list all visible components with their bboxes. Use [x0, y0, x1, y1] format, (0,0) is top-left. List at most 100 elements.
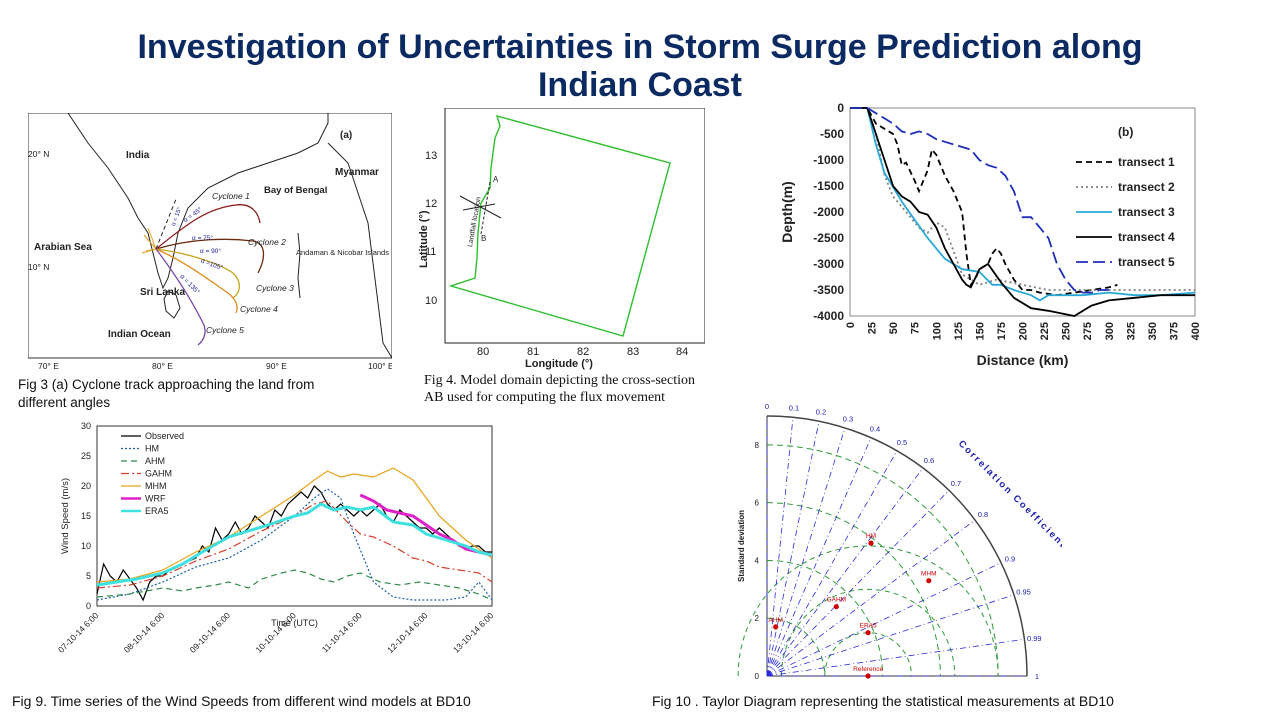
place-bay-of-bengal: Bay of Bengal	[264, 185, 327, 196]
wind-x-tick: 11-10-14 6:00	[320, 610, 364, 654]
depth-y-tick: -1500	[813, 179, 844, 193]
taylor-point-label: AHM	[768, 617, 782, 624]
taylor-point-label: MHM	[921, 571, 937, 578]
depth-chart-panel: 0 -500 -1000 -1500 -2000 -2500 -3000 -3500 -4000…	[772, 100, 1202, 370]
taylor-corr-ray	[766, 467, 924, 677]
taylor-corr-tick: 0.4	[870, 425, 880, 434]
depth-y-tick: -500	[820, 127, 844, 141]
fig3-caption: Fig 3 (a) Cyclone track approaching the …	[18, 377, 315, 410]
taylor-corr-ray	[766, 562, 1002, 677]
taylor-corr-tick: 0	[765, 402, 769, 411]
depth-y-tick: 0	[837, 101, 844, 115]
depth-x-tick: 25	[867, 322, 879, 334]
depth-series-line	[850, 107, 1118, 297]
taylor-corr-ray	[766, 421, 820, 677]
wind-series-line	[96, 488, 493, 601]
depth-legend-label: transect 5	[1118, 255, 1175, 269]
fig10-caption: Fig 10 . Taylor Diagram representing the…	[652, 693, 1114, 709]
depth-y-tick: -1000	[813, 153, 844, 167]
wind-legend-label: AHM	[145, 456, 165, 466]
depth-legend-label: transect 1	[1118, 155, 1175, 169]
wind-x-tick: 10-10-14 6:00	[253, 610, 298, 655]
taylor-corr-ray	[766, 437, 872, 677]
depth-x-tick: 125	[953, 322, 965, 340]
y-tick-13: 13	[425, 150, 437, 162]
depth-y-tick: -2000	[813, 205, 844, 219]
wind-legend-label: WRF	[145, 494, 166, 504]
depth-x-tick: 250	[1061, 322, 1073, 340]
panel-label-a: (a)	[340, 130, 352, 141]
taylor-std-arc	[766, 559, 884, 677]
taylor-corr-ray	[766, 519, 976, 677]
cyclone-5-label: Cyclone 5	[206, 325, 244, 335]
taylor-arc-label: Correlation Coefficient	[956, 438, 1062, 551]
taylor-chart-panel: 0 0.1 0.2 0.3 0.4 0.5 0.6 0.7 0.8 0.9 0.95 0.99 1 0 2 4…	[732, 398, 1069, 688]
taylor-corr-ray	[766, 594, 1015, 677]
wind-series-line	[96, 569, 493, 601]
cyclone-track-map: 20° N 10° N 70° E 80° E 90° E 100° E (a)…	[27, 112, 394, 371]
taylor-corr-tick: 0.8	[978, 510, 988, 519]
taylor-corr-tick: 0.5	[897, 438, 907, 447]
point-b-label: B	[481, 234, 486, 243]
taylor-corr-tick: 0.3	[843, 414, 853, 423]
depth-x-tick: 50	[888, 322, 900, 334]
wind-y-tick: 25	[81, 451, 91, 461]
place-bay-of-bengal-text: Bay of Bengal	[264, 185, 327, 196]
fig4-xlabel: Longitude (°)	[525, 358, 593, 370]
fig4-x-ticks: 80 81 82 83 84	[477, 346, 688, 358]
taylor-corr-ray	[766, 490, 950, 677]
taylor-corr-tick: 0.2	[816, 407, 826, 416]
depth-x-tick: 200	[1018, 322, 1030, 340]
wind-y-tick: 15	[81, 511, 91, 521]
taylor-corr-tick: 1	[1035, 672, 1039, 681]
fig4-ylabel: Latitude (°)	[418, 210, 430, 268]
taylor-corr-tick: 0.99	[1027, 634, 1042, 643]
depth-legend-label: transect 4	[1118, 230, 1175, 244]
taylor-std-tick: 2	[755, 614, 760, 623]
depth-y-tick: -3000	[813, 257, 844, 271]
wind-legend-label: GAHM	[145, 469, 172, 479]
lat-tick-20: 20° N	[28, 149, 49, 159]
wind-xlabel: Time (UTC)	[271, 618, 318, 628]
slide-title: Investigation of Uncertainties in Storm …	[40, 28, 1240, 104]
wind-speed-chart: 0 5 10 15 20 25 30 07-10-14 6:00 08-10-14 6:00 09…	[56, 421, 496, 655]
fig4-y-ticks: 13 12 11 10	[425, 150, 437, 307]
wind-y-tick: 30	[81, 421, 91, 431]
taylor-rms-arc	[737, 545, 999, 677]
depth-x-tick: 375	[1168, 322, 1180, 340]
model-domain-plot: A B Landfall location 13 12 11 10 80 81 …	[418, 107, 706, 370]
cyclone-3-label: Cyclone 3	[256, 283, 294, 293]
depth-series-line	[850, 107, 1196, 302]
wind-ylabel: Wind Speed (m/s)	[60, 478, 71, 554]
cyclone-4-label: Cyclone 4	[240, 304, 278, 314]
taylor-std-tick: 6	[755, 499, 760, 508]
wind-chart-panel: 0 5 10 15 20 25 30 07-10-14 6:00 08-10-14 6:00 09…	[52, 418, 502, 688]
depth-x-tick: 100	[931, 322, 943, 340]
y-tick-10: 10	[425, 295, 437, 307]
wind-y-tick: 20	[81, 481, 91, 491]
depth-xlabel: Distance (km)	[977, 352, 1069, 368]
depth-series-line	[850, 107, 1109, 294]
fig3-map-panel: 20° N 10° N 70° E 80° E 90° E 100° E (a)…	[27, 112, 394, 373]
wind-legend-label: ERA5	[145, 506, 169, 516]
taylor-ylabel: Standard deviation	[737, 510, 746, 582]
taylor-std-arc	[766, 502, 941, 677]
x-tick-82: 82	[577, 346, 589, 358]
taylor-point	[865, 673, 871, 679]
depth-x-tick: 400	[1190, 322, 1202, 340]
lat-tick-10: 10° N	[28, 262, 49, 272]
cyclone-2-label: Cyclone 2	[248, 237, 286, 247]
wind-y-tick: 5	[86, 571, 91, 581]
depth-x-tick: 350	[1147, 322, 1159, 340]
wind-x-tick: 07-10-14 6:00	[56, 610, 101, 655]
slide-title-line-2: Indian Coast	[537, 66, 743, 104]
slide-title-line-1: Investigation of Uncertainties in Storm …	[137, 28, 1143, 66]
wind-y-tick: 0	[86, 601, 91, 611]
depth-panel-label: (b)	[1118, 125, 1133, 139]
depth-x-tick: 325	[1125, 322, 1137, 340]
y-tick-12: 12	[425, 198, 437, 210]
angle-75-label: α = 75°	[192, 234, 213, 242]
depth-ylabel: Depth(m)	[779, 181, 795, 242]
place-indian-ocean: Indian Ocean	[108, 329, 171, 340]
x-tick-84: 84	[676, 346, 688, 358]
